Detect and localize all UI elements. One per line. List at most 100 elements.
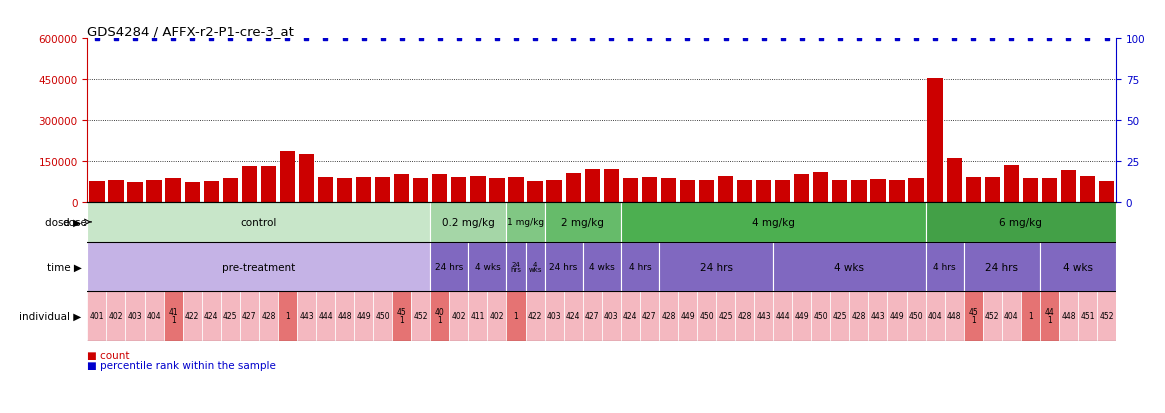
Bar xyxy=(925,202,1116,243)
Bar xyxy=(1042,179,1057,202)
Text: 404: 404 xyxy=(927,311,942,320)
Point xyxy=(888,36,906,43)
Point xyxy=(240,36,259,43)
Bar xyxy=(87,291,106,341)
Text: 402: 402 xyxy=(108,311,123,320)
Text: 1: 1 xyxy=(514,311,518,320)
Bar xyxy=(468,243,507,291)
Bar xyxy=(337,178,352,202)
Text: control: control xyxy=(241,217,277,228)
Text: 4 mg/kg: 4 mg/kg xyxy=(751,217,795,228)
Bar xyxy=(621,243,659,291)
Text: 0.2 mg/kg: 0.2 mg/kg xyxy=(442,217,495,228)
Bar xyxy=(432,175,447,202)
Bar xyxy=(735,291,754,341)
Text: 443: 443 xyxy=(870,311,885,320)
Text: 1 mg/kg: 1 mg/kg xyxy=(507,218,544,227)
Text: 2 mg/kg: 2 mg/kg xyxy=(562,217,605,228)
Bar xyxy=(525,243,544,291)
Bar xyxy=(1061,171,1076,202)
Point xyxy=(259,36,277,43)
Bar xyxy=(716,291,735,341)
Text: 452: 452 xyxy=(414,311,428,320)
Point xyxy=(754,36,772,43)
Bar xyxy=(1099,182,1114,202)
Bar xyxy=(318,178,333,202)
Bar xyxy=(603,169,619,202)
Point xyxy=(221,36,240,43)
Text: 448: 448 xyxy=(947,311,961,320)
Point xyxy=(468,36,487,43)
Text: GDS4284 / AFFX-r2-P1-cre-3_at: GDS4284 / AFFX-r2-P1-cre-3_at xyxy=(87,25,295,38)
Bar xyxy=(147,181,162,202)
Bar xyxy=(184,183,199,202)
Point xyxy=(945,36,963,43)
Bar xyxy=(508,178,523,202)
Text: 404: 404 xyxy=(1004,311,1018,320)
Bar xyxy=(906,291,925,341)
Point xyxy=(735,36,754,43)
Text: 427: 427 xyxy=(642,311,657,320)
Text: 4 hrs: 4 hrs xyxy=(933,262,956,271)
Bar xyxy=(450,291,468,341)
Bar xyxy=(127,182,142,202)
Point xyxy=(545,36,564,43)
Text: 45
1: 45 1 xyxy=(968,307,979,324)
Bar xyxy=(909,179,924,202)
Point xyxy=(716,36,735,43)
Bar xyxy=(144,291,163,341)
Point xyxy=(1040,36,1059,43)
Bar xyxy=(678,291,697,341)
Bar xyxy=(489,179,504,202)
Text: ■ percentile rank within the sample: ■ percentile rank within the sample xyxy=(87,361,276,370)
Text: 24 hrs: 24 hrs xyxy=(699,262,733,272)
Point xyxy=(431,36,450,43)
Bar xyxy=(925,243,963,291)
Text: 24 hrs: 24 hrs xyxy=(550,262,578,271)
Point xyxy=(297,36,316,43)
Text: 401: 401 xyxy=(90,311,104,320)
Bar xyxy=(1002,291,1021,341)
Bar xyxy=(544,291,564,341)
Bar xyxy=(546,180,562,202)
Bar xyxy=(582,243,621,291)
Text: 24 hrs: 24 hrs xyxy=(986,262,1018,272)
Text: 428: 428 xyxy=(737,311,751,320)
Text: 444: 444 xyxy=(318,311,333,320)
Point xyxy=(906,36,925,43)
Text: dose: dose xyxy=(63,217,87,228)
Point xyxy=(87,36,106,43)
Text: 424: 424 xyxy=(566,311,580,320)
Bar xyxy=(849,291,868,341)
Text: 448: 448 xyxy=(338,311,352,320)
Bar xyxy=(888,291,906,341)
Text: 4 hrs: 4 hrs xyxy=(628,262,651,271)
Text: 44
1: 44 1 xyxy=(1045,307,1054,324)
Text: 402: 402 xyxy=(489,311,504,320)
Bar xyxy=(356,178,372,202)
Bar xyxy=(202,291,220,341)
Bar xyxy=(680,181,696,202)
Bar xyxy=(659,291,678,341)
Point xyxy=(678,36,697,43)
Point xyxy=(488,36,507,43)
Point xyxy=(393,36,411,43)
Bar xyxy=(394,175,409,202)
Bar xyxy=(984,178,1000,202)
Bar xyxy=(393,291,411,341)
Text: 45
1: 45 1 xyxy=(397,307,407,324)
Text: 443: 443 xyxy=(756,311,771,320)
Point xyxy=(107,36,126,43)
Bar xyxy=(183,291,202,341)
Bar xyxy=(259,291,278,341)
Point xyxy=(183,36,202,43)
Bar xyxy=(163,291,183,341)
Bar xyxy=(774,243,925,291)
Bar xyxy=(1059,291,1078,341)
Point xyxy=(963,36,982,43)
Point xyxy=(450,36,468,43)
Bar xyxy=(411,291,430,341)
Text: 427: 427 xyxy=(585,311,600,320)
Point xyxy=(774,36,792,43)
Text: 4 wks: 4 wks xyxy=(588,262,615,271)
